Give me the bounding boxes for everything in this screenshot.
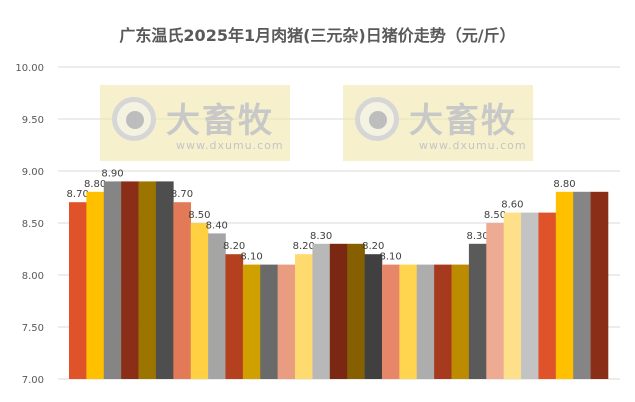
- y-tick-label: 8.00: [22, 271, 44, 282]
- watermark-brand: 大畜牧: [166, 101, 274, 141]
- data-label: 8.20: [293, 241, 315, 252]
- data-label: 8.30: [310, 231, 332, 242]
- chart-title: 广东温氏2025年1月肉猪(三元杂)日猪价走势（元/斤）: [119, 26, 516, 45]
- bar: [381, 264, 400, 379]
- watermark-brand: 大畜牧: [409, 101, 517, 141]
- data-label: 8.30: [466, 231, 488, 242]
- y-tick-label: 9.00: [22, 167, 44, 178]
- bar: [69, 202, 87, 379]
- bar: [486, 223, 504, 379]
- bar: [468, 243, 487, 379]
- bar: [277, 264, 296, 379]
- bar: [225, 254, 244, 379]
- bar: [121, 181, 139, 379]
- bar: [242, 264, 261, 379]
- bar: [521, 212, 539, 379]
- data-label: 8.50: [484, 210, 506, 221]
- data-label: 8.80: [84, 179, 106, 190]
- data-label: 8.10: [240, 252, 262, 263]
- data-label: 8.50: [188, 210, 210, 221]
- watermark: 大畜牧 www.dxumu.com: [100, 85, 290, 161]
- watermark: 大畜牧 www.dxumu.com: [343, 85, 533, 161]
- y-tick-label: 7.50: [22, 323, 44, 334]
- bar: [347, 243, 365, 379]
- watermark-url: www.dxumu.com: [176, 139, 284, 152]
- data-label: 8.70: [171, 189, 193, 200]
- bar: [103, 181, 122, 379]
- data-label: 8.10: [380, 252, 402, 263]
- bar: [312, 243, 331, 379]
- y-tick-label: 9.50: [22, 115, 44, 126]
- bar: [329, 243, 348, 379]
- bar: [173, 202, 192, 379]
- data-label: 8.70: [67, 189, 89, 200]
- bar: [208, 233, 226, 379]
- bar: [138, 181, 157, 379]
- data-label: 8.90: [101, 168, 123, 179]
- watermark-logo-icon: [112, 97, 156, 141]
- bar: [416, 264, 435, 379]
- bar: [555, 191, 574, 379]
- data-label: 8.60: [501, 200, 523, 211]
- data-label: 8.20: [362, 241, 384, 252]
- y-tick-label: 8.50: [22, 219, 44, 230]
- bar: [573, 191, 591, 379]
- bar: [399, 264, 418, 379]
- data-label: 8.40: [206, 220, 228, 231]
- bar: [538, 212, 557, 379]
- data-label: 8.20: [223, 241, 245, 252]
- bar: [590, 191, 609, 379]
- bar: [86, 191, 105, 379]
- bar: [503, 212, 522, 379]
- bar: [260, 264, 278, 379]
- bar: [295, 254, 313, 379]
- bar: [451, 264, 470, 379]
- y-tick-label: 7.00: [22, 375, 44, 386]
- watermark-url: www.dxumu.com: [419, 139, 527, 152]
- bar: [190, 223, 209, 379]
- bar: [364, 254, 383, 379]
- watermark-logo-icon: [355, 97, 399, 141]
- data-label: 8.80: [553, 179, 575, 190]
- bar: [155, 181, 174, 379]
- y-tick-label: 10.00: [15, 63, 44, 74]
- bar: [434, 264, 452, 379]
